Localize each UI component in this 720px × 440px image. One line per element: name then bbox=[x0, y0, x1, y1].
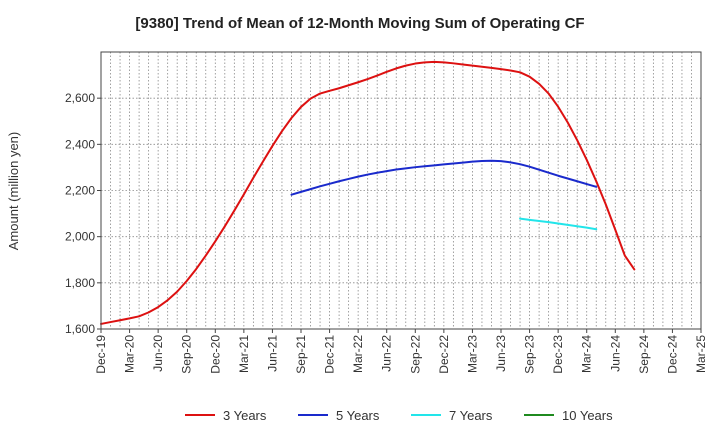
series-lines bbox=[100, 60, 636, 325]
series-line-7-years bbox=[519, 217, 598, 231]
y-tick-label: 2,200 bbox=[65, 184, 95, 198]
x-tick-label: Sep-23 bbox=[523, 335, 537, 374]
y-tick-label: 2,000 bbox=[65, 230, 95, 244]
x-tick-label: Mar-24 bbox=[580, 335, 594, 373]
x-axis-ticks: Dec-19 Mar-20 Jun-20 Sep-20 Dec-20 Mar-21 Jun-… bbox=[94, 329, 708, 374]
legend-label: 7 Years bbox=[449, 408, 493, 423]
y-tick-label: 1,800 bbox=[65, 276, 95, 290]
x-tick-label: Mar-21 bbox=[237, 335, 251, 373]
x-tick-label: Sep-24 bbox=[637, 335, 651, 374]
legend-label: 10 Years bbox=[562, 408, 613, 423]
y-tick-label: 2,600 bbox=[65, 91, 95, 105]
x-tick-label: Mar-23 bbox=[465, 335, 479, 373]
x-tick-label: Jun-21 bbox=[265, 335, 279, 372]
x-tick-label: Sep-21 bbox=[294, 335, 308, 374]
y-axis-ticks: 1,600 1,800 2,000 2,200 2,400 2,600 bbox=[65, 91, 101, 336]
x-tick-label: Dec-22 bbox=[437, 335, 451, 374]
x-tick-label: Sep-20 bbox=[180, 335, 194, 374]
series-line-3-years bbox=[100, 60, 636, 325]
x-tick-label: Jun-23 bbox=[494, 335, 508, 372]
legend-label: 5 Years bbox=[336, 408, 380, 423]
y-axis-label: Amount (million yen) bbox=[6, 132, 21, 251]
x-tick-label: Mar-25 bbox=[694, 335, 708, 373]
y-tick-label: 2,400 bbox=[65, 137, 95, 151]
x-tick-label: Sep-22 bbox=[408, 335, 422, 374]
x-tick-label: Dec-23 bbox=[551, 335, 565, 374]
chart-title: [9380] Trend of Mean of 12-Month Moving … bbox=[135, 15, 584, 32]
grid-lines bbox=[101, 52, 701, 329]
x-tick-label: Dec-21 bbox=[323, 335, 337, 374]
plot-area-frame bbox=[100, 51, 702, 330]
x-tick-label: Jun-24 bbox=[608, 335, 622, 372]
x-tick-label: Dec-24 bbox=[665, 335, 679, 374]
series-line-5-years bbox=[290, 159, 598, 196]
x-tick-label: Mar-22 bbox=[351, 335, 365, 373]
x-tick-label: Jun-22 bbox=[380, 335, 394, 372]
x-tick-label: Dec-19 bbox=[94, 335, 108, 374]
x-tick-label: Dec-20 bbox=[208, 335, 222, 374]
legend: 3 Years 5 Years 7 Years 10 Years bbox=[185, 408, 613, 423]
legend-label: 3 Years bbox=[223, 408, 267, 423]
y-tick-label: 1,600 bbox=[65, 322, 95, 336]
x-tick-label: Mar-20 bbox=[123, 335, 137, 373]
x-tick-label: Jun-20 bbox=[151, 335, 165, 372]
